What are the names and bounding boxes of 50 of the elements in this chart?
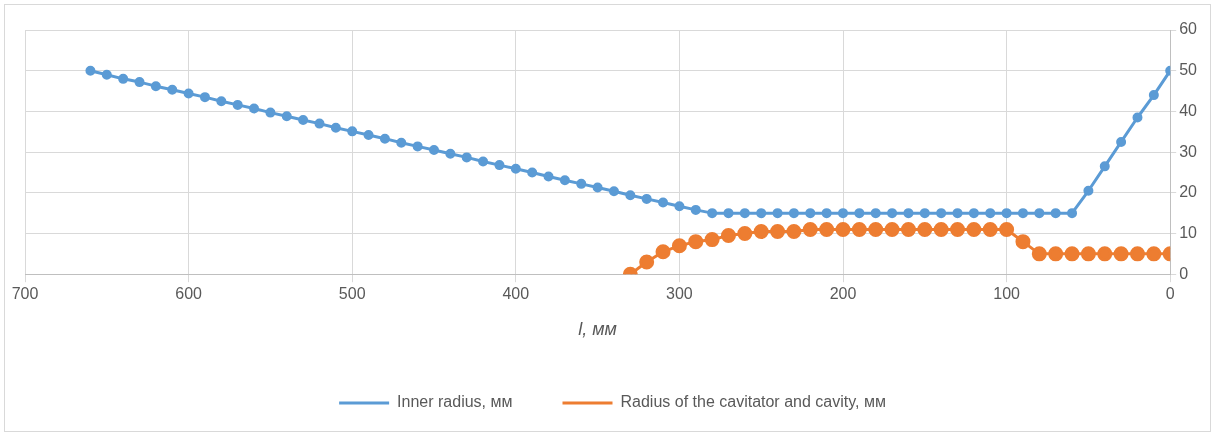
legend-label: Inner radius, мм (397, 393, 513, 411)
point (1113, 246, 1129, 262)
y-tick-label: 50 (1179, 61, 1198, 79)
x-axis-title: l, мм (578, 319, 617, 340)
y-tick-label: 40 (1179, 101, 1198, 119)
x-tick-label: 600 (175, 285, 203, 303)
point (933, 221, 949, 237)
y-tick-label: 0 (1179, 264, 1189, 282)
y-tick-label: 30 (1179, 142, 1198, 160)
point (802, 221, 818, 237)
point (1015, 234, 1031, 250)
x-tick-label: 700 (11, 285, 39, 303)
point (819, 221, 835, 237)
point (1080, 246, 1096, 262)
y-tick-label: 60 (1179, 20, 1198, 38)
point (786, 223, 802, 239)
y-tick-label: 20 (1179, 183, 1198, 201)
x-tick-label: 300 (666, 285, 693, 303)
point (688, 234, 704, 250)
point (851, 221, 867, 237)
point (950, 221, 966, 237)
point (1146, 246, 1162, 262)
point (966, 221, 982, 237)
point (770, 223, 786, 239)
x-tick-label: 400 (502, 285, 530, 303)
point (1064, 246, 1080, 262)
point (655, 244, 671, 260)
point (639, 254, 655, 270)
point (982, 221, 998, 237)
point (720, 228, 736, 244)
point (1031, 246, 1047, 262)
point (1129, 246, 1145, 262)
point (737, 226, 753, 241)
point (1048, 246, 1064, 262)
x-tick-label: 200 (829, 285, 857, 303)
point (868, 221, 884, 237)
y-tick-label: 10 (1179, 223, 1198, 241)
point (900, 221, 916, 237)
x-tick-label: 500 (338, 285, 366, 303)
point (999, 221, 1015, 237)
point (753, 223, 769, 239)
point (671, 238, 687, 254)
point (835, 221, 851, 237)
point (1097, 246, 1113, 262)
x-tick-label: 100 (993, 285, 1021, 303)
x-tick-label: 0 (1165, 285, 1175, 303)
point (917, 221, 933, 237)
point (704, 232, 720, 248)
point (884, 221, 900, 237)
legend-label: Radius of the cavitator and cavity, мм (620, 393, 886, 411)
